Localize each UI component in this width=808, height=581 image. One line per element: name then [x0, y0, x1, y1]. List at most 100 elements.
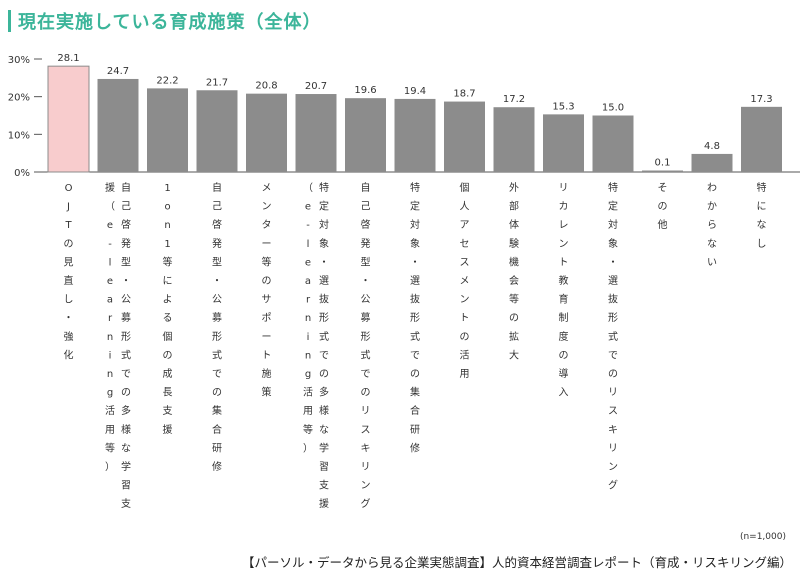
category-label-char: ポ	[262, 312, 272, 324]
category-label-char: -	[306, 220, 310, 231]
category-label-char: 定	[319, 200, 329, 213]
category-label-char: 教	[559, 274, 569, 287]
category-label-char: 式	[410, 330, 420, 343]
category-label-char: 対	[608, 218, 618, 231]
category-label-char: わ	[707, 182, 717, 194]
category-label-char: a	[107, 295, 113, 306]
category-label-char: 形	[212, 331, 222, 343]
category-label-char: 活	[303, 387, 313, 399]
category-label-char: ン	[559, 239, 569, 250]
bar	[47, 65, 90, 173]
category-label-char: 特	[608, 182, 618, 194]
category-label-char: の	[319, 369, 329, 380]
category-label-char: し	[757, 238, 767, 250]
title-accent-bar	[8, 10, 11, 32]
category-label-char: 定	[608, 200, 618, 213]
category-label-char: 化	[64, 348, 74, 361]
category-label-char: 募	[212, 311, 222, 324]
category-label-char: 形	[319, 312, 329, 324]
bar-value-label: 22.2	[156, 75, 178, 86]
bar-value-label: 4.8	[704, 141, 720, 152]
bar	[196, 90, 238, 172]
category-label-char: セ	[460, 238, 470, 250]
category-label-char: 外	[509, 182, 519, 194]
category-label-char: ・	[319, 257, 329, 268]
category-label-char: の	[460, 332, 470, 343]
bar	[246, 93, 287, 172]
bar	[642, 170, 683, 172]
category-label-char: g	[107, 388, 113, 399]
category-label-char: 支	[319, 480, 329, 492]
category-label-char: 啓	[121, 218, 131, 231]
category-label-char: ・	[361, 276, 371, 287]
sample-size-note: (n=1,000)	[739, 532, 786, 542]
category-label-char: る	[163, 312, 173, 324]
category-label-char: 定	[410, 200, 420, 213]
category-label-char: ア	[460, 220, 470, 231]
bar	[97, 78, 139, 172]
category-label-char: i	[307, 332, 310, 343]
category-label-char: ス	[460, 257, 470, 268]
chart-title: 現在実施している育成施策（全体）	[18, 12, 322, 33]
category-label-char: 特	[410, 182, 420, 194]
category-label-char: 型	[212, 255, 222, 268]
bar-value-label: 0.1	[655, 158, 671, 169]
category-label-char: リ	[608, 388, 618, 399]
category-label-char: 選	[410, 274, 420, 287]
category-label-char: 合	[212, 423, 222, 436]
category-label-char: 度	[559, 330, 569, 343]
category-label-char: （	[303, 182, 313, 194]
category-label-char: そ	[658, 182, 668, 194]
category-label-char: よ	[163, 294, 173, 306]
category-label-char: の	[559, 350, 569, 361]
category-label-char: 策	[262, 386, 272, 399]
category-label-char: ト	[559, 257, 569, 268]
category-label-char: い	[707, 257, 717, 268]
category-label-char: 形	[410, 312, 420, 324]
category-label: その他	[658, 182, 668, 231]
category-label-char: 活	[105, 405, 115, 417]
category-label-char: ）	[105, 461, 115, 473]
category-label-char: ン	[608, 462, 618, 473]
category-label-char: ス	[361, 425, 371, 436]
category-label-char: か	[707, 201, 717, 213]
category-label-char: グ	[361, 497, 371, 510]
category-label-char: 自	[212, 181, 222, 194]
category-label-char: 型	[121, 255, 131, 268]
bar	[691, 153, 733, 172]
category-label-char: カ	[559, 201, 569, 213]
category-label-char: に	[163, 275, 173, 287]
category-label-char: 支	[163, 405, 173, 417]
category-label-char: な	[121, 442, 131, 454]
category-label-char: 象	[319, 238, 329, 250]
category-label-char: リ	[559, 183, 569, 194]
category-label-char: 様	[319, 404, 329, 417]
category-label-char: で	[212, 369, 222, 380]
category-label-char: 援	[105, 181, 115, 194]
category-label-char: 自	[361, 181, 371, 194]
category-label-char: 形	[361, 331, 371, 343]
category-label-char: 導	[559, 367, 569, 380]
category-label-char: 選	[319, 274, 329, 287]
category-label-char: 等	[509, 293, 519, 306]
category-label-char: ン	[361, 481, 371, 492]
category-label-char: に	[757, 201, 767, 213]
category-label-char: 用	[105, 425, 115, 436]
category-label-char: ー	[262, 239, 272, 250]
category-label-char: 験	[509, 237, 519, 250]
category-label-char: i	[109, 350, 112, 361]
category-label-char: の	[658, 202, 668, 213]
category-label-char: 発	[121, 237, 131, 250]
bar-chart: 30%20%10%0%28.1OJTの見直し・強化24.7自己啓発型・公募形式で…	[8, 53, 800, 510]
category-label-char: 式	[361, 348, 371, 361]
category-label-char: 己	[121, 202, 131, 213]
category-label-char: 対	[319, 218, 329, 231]
category-label-char: n	[107, 332, 113, 343]
category-label-char: n	[164, 220, 170, 231]
y-tick-label: 20%	[8, 93, 30, 104]
category-label-char: o	[164, 202, 170, 213]
category-label-char: 己	[361, 202, 371, 213]
